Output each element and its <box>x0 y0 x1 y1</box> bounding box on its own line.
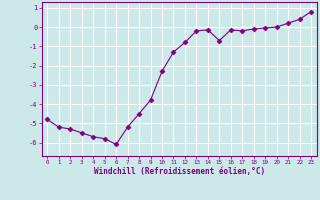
X-axis label: Windchill (Refroidissement éolien,°C): Windchill (Refroidissement éolien,°C) <box>94 167 265 176</box>
